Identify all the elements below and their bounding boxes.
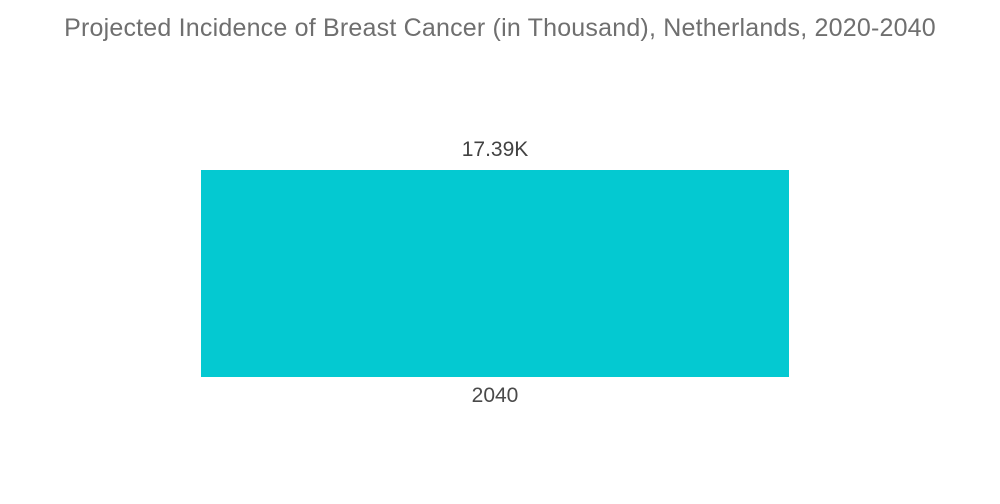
chart-title: Projected Incidence of Breast Cancer (in… [64, 14, 936, 42]
x-axis-tick-label: 2040 [471, 384, 519, 407]
bar-2040[interactable] [201, 170, 789, 377]
bar-value-label: 17.39K [461, 138, 529, 161]
plot-area: 17.39K 2040 [201, 138, 789, 410]
